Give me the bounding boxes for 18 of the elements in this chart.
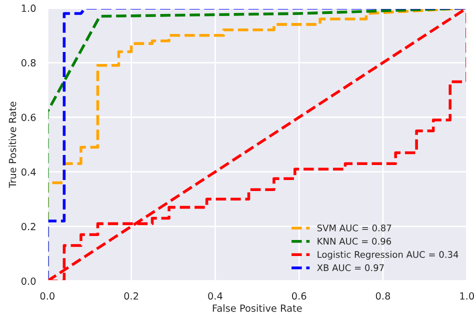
legend-label: Logistic Regression AUC = 0.34 bbox=[318, 250, 458, 260]
y-tick-label: 0.4 bbox=[21, 168, 36, 176]
legend-label: KNN AUC = 0.96 bbox=[318, 238, 392, 245]
x-tick-label: 0.4 bbox=[208, 292, 222, 300]
x-tick-label: 0.8 bbox=[376, 292, 390, 300]
x-tick-label: 1.0 bbox=[460, 292, 474, 300]
x-tick-label: 0.6 bbox=[292, 292, 306, 300]
y-axis-title: True Positive Rate bbox=[8, 102, 16, 188]
x-axis-title: False Positive Rate bbox=[212, 304, 302, 312]
legend-label: XB AUC = 0.97 bbox=[317, 264, 384, 272]
y-tick-label: 0.8 bbox=[21, 59, 36, 66]
x-tick-label: 0.2 bbox=[124, 292, 138, 300]
y-tick-label: 0.0 bbox=[21, 277, 36, 285]
y-tick-label: 0.6 bbox=[21, 114, 36, 122]
y-tick-label: 1.0 bbox=[22, 4, 36, 12]
legend-label: SVM AUC = 0.87 bbox=[317, 224, 392, 232]
x-tick-label: 0.0 bbox=[40, 292, 54, 300]
y-tick-label: 0.2 bbox=[21, 222, 36, 230]
